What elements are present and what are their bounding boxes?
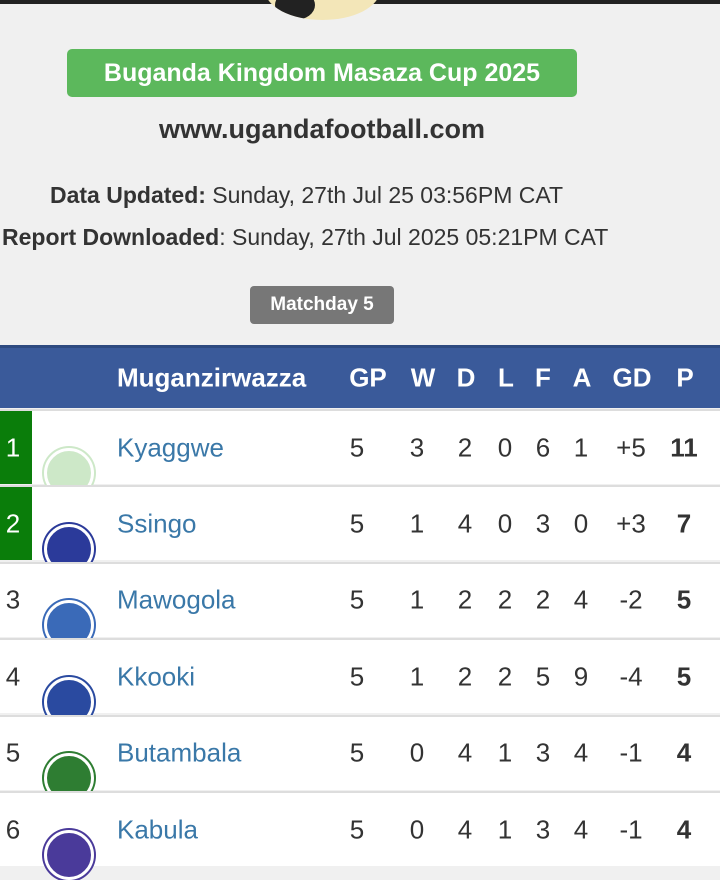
- stat-f: 3: [535, 814, 551, 844]
- rank: 2: [5, 508, 21, 539]
- stat-f: 3: [535, 737, 551, 768]
- stat-w: 3: [409, 432, 425, 462]
- stat-gd: -1: [619, 814, 643, 844]
- data-updated-label: Data Updated:: [50, 182, 206, 208]
- stat-l: 1: [497, 814, 513, 844]
- column-header-w[interactable]: W: [410, 362, 436, 393]
- stat-l: 2: [497, 584, 513, 615]
- stat-gp: 5: [349, 814, 365, 844]
- rank: 5: [5, 737, 21, 768]
- stat-a: 4: [573, 584, 589, 615]
- competition-title: Buganda Kingdom Masaza Cup 2025: [67, 49, 577, 97]
- table-row[interactable]: 6 Kabula 5 0 4 1 3 4 -1 4: [0, 791, 720, 880]
- stat-l: 1: [497, 737, 513, 768]
- report-downloaded-value: : Sunday, 27th Jul 2025 05:21PM CAT: [219, 224, 609, 250]
- stat-p: 5: [676, 661, 692, 692]
- column-header-l[interactable]: L: [498, 362, 514, 393]
- stat-d: 2: [457, 432, 473, 462]
- team-name-link[interactable]: Kyaggwe: [117, 432, 224, 462]
- data-updated: Data Updated: Sunday, 27th Jul 25 03:56P…: [50, 182, 563, 209]
- matchday-badge[interactable]: Matchday 5: [250, 286, 394, 324]
- stat-gp: 5: [349, 432, 365, 462]
- stat-p: 11: [670, 432, 698, 462]
- column-header-muganzirwazza[interactable]: Muganzirwazza: [117, 362, 307, 393]
- column-header-f[interactable]: F: [535, 362, 551, 393]
- stat-gd: -2: [619, 584, 643, 615]
- team-name-link[interactable]: Kabula: [117, 814, 198, 844]
- stat-gp: 5: [349, 661, 365, 692]
- stat-w: 1: [409, 584, 425, 615]
- column-header-gd[interactable]: GD: [612, 362, 652, 393]
- stat-w: 1: [409, 661, 425, 692]
- stat-gd: -4: [619, 661, 643, 692]
- stat-d: 4: [457, 737, 473, 768]
- column-header-a[interactable]: A: [572, 362, 592, 393]
- stat-f: 5: [535, 661, 551, 692]
- stat-f: 6: [535, 432, 551, 462]
- report-downloaded-label: Report Downloaded: [2, 224, 220, 250]
- team-name-link[interactable]: Mawogola: [117, 584, 236, 615]
- stat-a: 4: [573, 814, 589, 844]
- stat-f: 2: [535, 584, 551, 615]
- stat-l: 0: [497, 508, 513, 539]
- team-name-link[interactable]: Kkooki: [117, 661, 196, 692]
- stat-d: 2: [457, 661, 473, 692]
- stat-p: 4: [676, 737, 692, 768]
- column-header-d[interactable]: D: [456, 362, 476, 393]
- league-logo: [265, 0, 380, 20]
- stat-p: 7: [676, 508, 692, 539]
- stat-gp: 5: [349, 584, 365, 615]
- table-row[interactable]: 1 Kyaggwe 5 3 2 0 6 1 +5 11: [0, 409, 720, 498]
- stat-w: 1: [409, 508, 425, 539]
- stat-a: 4: [573, 737, 589, 768]
- stat-d: 2: [457, 584, 473, 615]
- stat-gp: 5: [349, 508, 365, 539]
- stat-d: 4: [457, 814, 473, 844]
- team-crest-icon: [44, 829, 94, 880]
- stat-l: 0: [497, 432, 513, 462]
- stat-a: 9: [573, 661, 589, 692]
- stat-gd: +3: [616, 508, 646, 539]
- stat-gd: -1: [619, 737, 643, 768]
- stat-f: 3: [535, 508, 551, 539]
- stat-w: 0: [409, 737, 425, 768]
- report-downloaded: Report Downloaded: Sunday, 27th Jul 2025…: [2, 224, 608, 251]
- team-name-link[interactable]: Ssingo: [117, 508, 197, 539]
- table-row[interactable]: 2 Ssingo 5 1 4 0 3 0 +3 7: [0, 485, 720, 574]
- qualification-marker: [0, 411, 32, 484]
- rank: 1: [5, 432, 21, 462]
- table-row[interactable]: 5 Butambala 5 0 4 1 3 4 -1 4: [0, 714, 720, 804]
- table-row[interactable]: 4 Kkooki 5 1 2 2 5 9 -4 5: [0, 638, 720, 727]
- table-row[interactable]: 3 Mawogola 5 1 2 2 2 4 -2 5: [0, 561, 720, 651]
- column-header-gp[interactable]: GP: [349, 362, 387, 393]
- stat-d: 4: [457, 508, 473, 539]
- stat-l: 2: [497, 661, 513, 692]
- qualification-marker: [0, 487, 32, 561]
- rank: 3: [5, 584, 21, 615]
- data-updated-value: Sunday, 27th Jul 25 03:56PM CAT: [205, 182, 564, 208]
- stat-p: 4: [676, 814, 692, 844]
- stat-gd: +5: [616, 432, 646, 462]
- stat-a: 0: [573, 508, 589, 539]
- column-header-p[interactable]: P: [676, 362, 694, 393]
- stat-w: 0: [409, 814, 425, 844]
- rank: 6: [5, 814, 21, 844]
- website-link[interactable]: www.ugandafootball.com: [158, 114, 485, 144]
- stat-a: 1: [573, 432, 589, 462]
- stat-p: 5: [676, 584, 692, 615]
- rank: 4: [5, 661, 21, 692]
- stat-gp: 5: [349, 737, 365, 768]
- table-header: Muganzirwazza GP W D L F A GD P: [0, 345, 720, 408]
- team-name-link[interactable]: Butambala: [117, 737, 242, 768]
